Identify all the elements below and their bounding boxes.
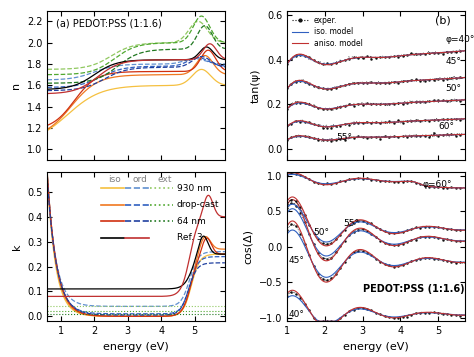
Y-axis label: n: n	[11, 82, 21, 89]
Text: 930 nm: 930 nm	[177, 184, 211, 193]
Text: drop-cast: drop-cast	[177, 200, 219, 209]
Text: (b): (b)	[435, 15, 450, 25]
Text: φ=40°: φ=40°	[446, 35, 474, 44]
Text: PEDOT:PSS (1:1.6): PEDOT:PSS (1:1.6)	[363, 284, 464, 294]
Text: 45°: 45°	[446, 57, 462, 66]
Text: 50°: 50°	[446, 84, 462, 93]
Text: Ref. 3: Ref. 3	[177, 233, 202, 242]
Text: 55°: 55°	[336, 133, 352, 142]
Text: 45°: 45°	[289, 256, 305, 265]
Text: (a) PEDOT:PSS (1:1.6): (a) PEDOT:PSS (1:1.6)	[56, 18, 162, 28]
X-axis label: energy (eV): energy (eV)	[343, 342, 409, 352]
Text: 64 nm: 64 nm	[177, 217, 206, 226]
Text: 60°: 60°	[438, 122, 454, 131]
X-axis label: energy (eV): energy (eV)	[103, 342, 169, 352]
Text: φ=60°: φ=60°	[423, 180, 453, 188]
Text: ext: ext	[157, 175, 172, 184]
Legend: exper., iso. model, aniso. model: exper., iso. model, aniso. model	[291, 15, 364, 49]
Text: 50°: 50°	[313, 228, 329, 237]
Text: iso: iso	[109, 175, 121, 184]
Text: ord: ord	[132, 175, 147, 184]
Text: 40°: 40°	[289, 310, 305, 319]
Y-axis label: k: k	[11, 243, 22, 250]
Text: 55°: 55°	[344, 220, 360, 228]
Y-axis label: tan(ψ): tan(ψ)	[251, 68, 261, 102]
Y-axis label: cos(Δ): cos(Δ)	[243, 229, 253, 264]
